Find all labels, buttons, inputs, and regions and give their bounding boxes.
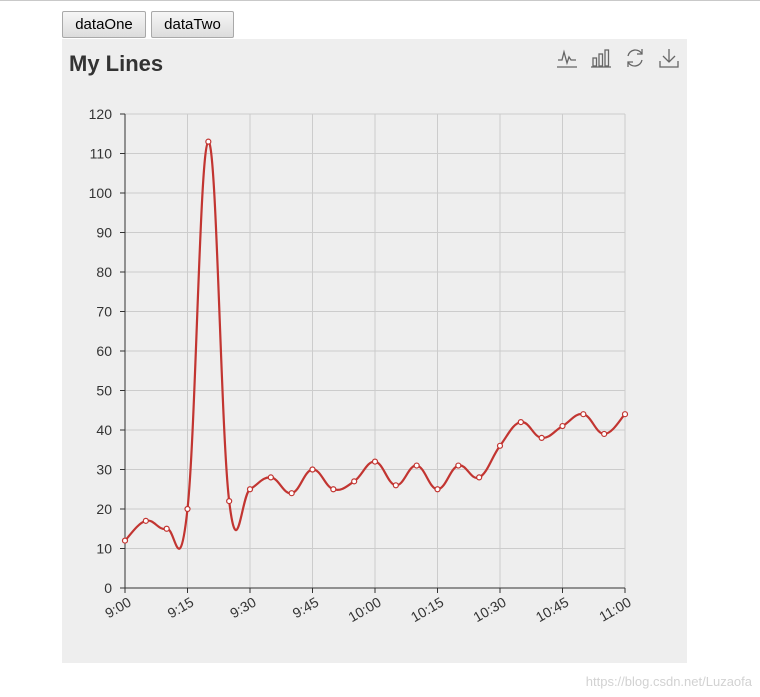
data-point [434, 486, 441, 493]
download-icon[interactable] [658, 47, 680, 69]
series-line [124, 140, 626, 550]
data-point [288, 490, 295, 497]
y-tick-label: 0 [104, 580, 112, 596]
y-tick-label: 20 [96, 501, 112, 517]
y-tick-label: 40 [96, 422, 112, 438]
top-rule [0, 0, 760, 1]
data-point [580, 411, 587, 418]
data-point [476, 474, 483, 481]
x-tick-label: 11:00 [596, 594, 634, 625]
data-point [371, 458, 379, 465]
y-tick-label: 120 [89, 106, 113, 122]
watermark: https://blog.csdn.net/Luzaofa [585, 674, 752, 689]
y-tick-label: 70 [96, 304, 112, 320]
data-point [455, 462, 462, 469]
data-point [621, 411, 629, 418]
data-point [309, 466, 316, 473]
y-tick-label: 110 [90, 146, 113, 162]
x-tick-label: 9:45 [290, 594, 322, 622]
y-tick-label: 80 [96, 264, 112, 280]
data-point [142, 517, 149, 524]
x-tick-label: 9:00 [102, 594, 134, 622]
data-point [538, 434, 545, 441]
data-point [246, 486, 254, 493]
data-point [559, 422, 566, 430]
bar-chart-icon[interactable] [590, 47, 612, 69]
x-tick-label: 10:45 [533, 594, 572, 625]
data-point [330, 486, 337, 493]
data-point [517, 419, 524, 426]
line-chart-icon[interactable] [556, 47, 578, 69]
y-tick-label: 10 [96, 541, 112, 557]
data-point [351, 478, 358, 485]
data-point [496, 442, 504, 449]
x-tick-label: 10:00 [345, 594, 384, 625]
y-tick-label: 100 [89, 185, 113, 201]
data-two-button[interactable]: dataTwo [151, 11, 234, 38]
restore-icon[interactable] [624, 47, 646, 69]
x-tick-label: 10:15 [408, 594, 447, 625]
data-point [601, 430, 608, 438]
data-point [121, 537, 129, 544]
y-tick-label: 90 [96, 225, 112, 241]
data-point [413, 462, 420, 469]
data-point [205, 138, 212, 145]
data-one-button[interactable]: dataOne [62, 11, 146, 38]
chart-panel: 0 10 20 30 40 50 60 70 80 90 100 110 120 9:00 9:15 9:30… [62, 39, 687, 663]
data-point [392, 482, 399, 489]
x-tick-label: 9:15 [165, 594, 197, 622]
x-tick-label: 10:30 [470, 594, 509, 625]
y-tick-label: 30 [96, 462, 112, 478]
line-chart: 0 10 20 30 40 50 60 70 80 90 100 110 120 9:00 9:15 9:30… [89, 106, 634, 625]
data-point [184, 505, 191, 513]
chart-title: My Lines [69, 51, 164, 76]
x-tick-label: 9:30 [227, 594, 259, 622]
y-tick-label: 60 [96, 343, 112, 359]
y-tick-label: 50 [96, 383, 112, 399]
data-point [163, 525, 170, 532]
data-point [267, 474, 274, 481]
data-point [226, 498, 233, 505]
